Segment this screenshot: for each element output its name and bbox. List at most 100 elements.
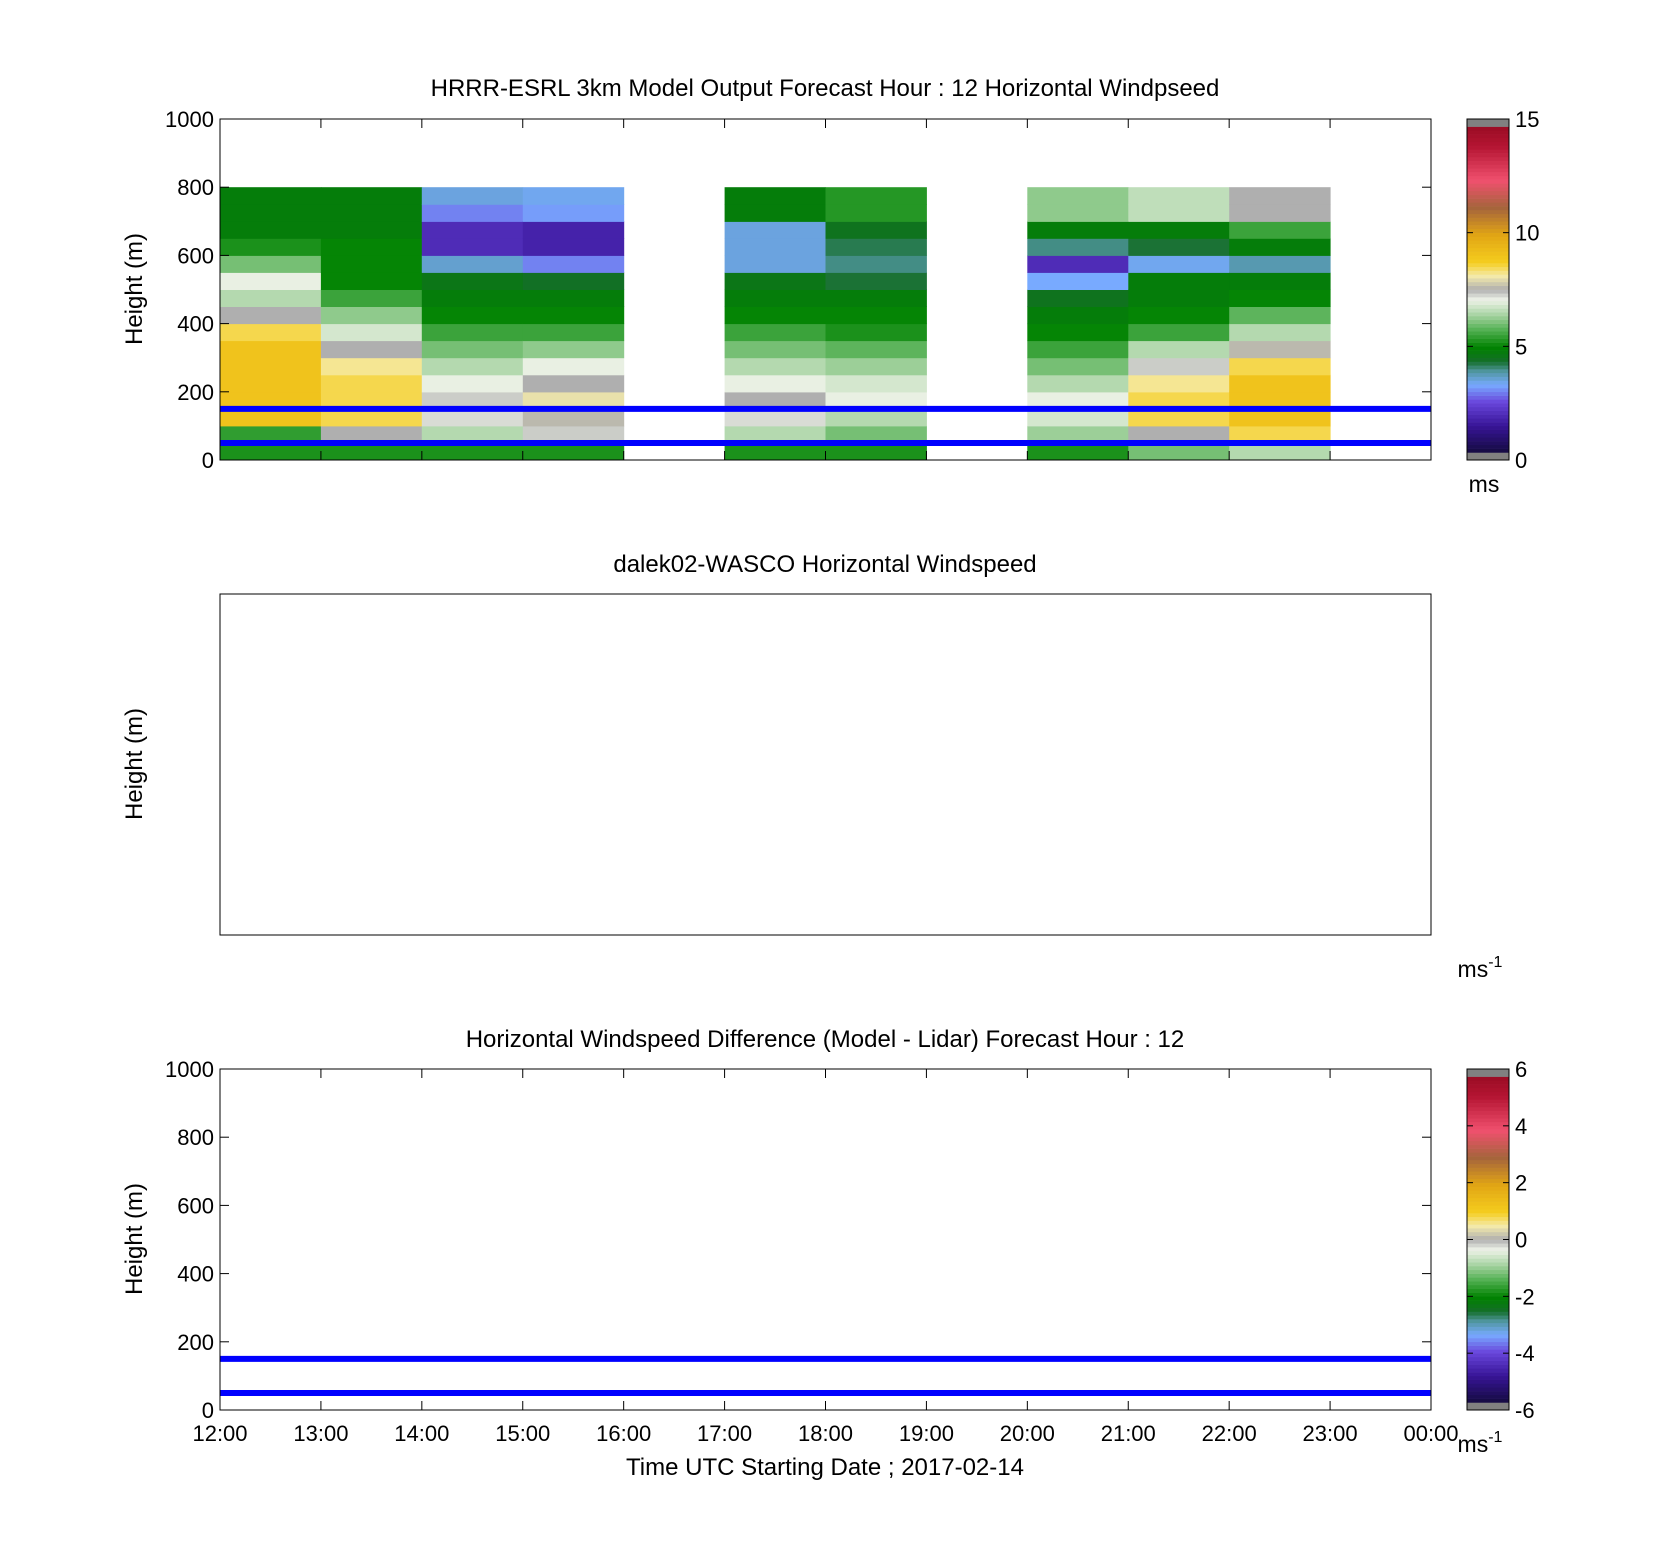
colorbar-segment (1467, 441, 1509, 446)
heatmap-cell (725, 1376, 826, 1385)
colorbar-segment (1467, 406, 1509, 412)
heatmap-cell (321, 1402, 422, 1411)
colorbar-segment (1467, 338, 1509, 343)
colorbar-segment (1467, 285, 1509, 290)
colorbar-segment (1467, 357, 1509, 362)
heatmap-cell (826, 1367, 927, 1376)
colorbar-segment (1467, 183, 1509, 188)
colorbar-segment (1467, 1277, 1509, 1282)
heatmap-cell (1027, 255, 1129, 273)
heatmap-cell (1229, 289, 1331, 307)
colorbar-segment (1467, 217, 1509, 222)
colorbar-segment (1467, 1118, 1509, 1123)
colorbar-segment (1467, 206, 1509, 211)
colorbar-segment (1467, 209, 1509, 215)
colorbar-segment (1467, 266, 1509, 271)
heatmap-cell (1128, 323, 1230, 342)
colorbar-segment (1467, 376, 1509, 381)
x-tick-label: 19:00 (899, 1421, 954, 1446)
y-tick-label: 400 (177, 1262, 214, 1287)
colorbar-segment (1467, 316, 1509, 321)
colorbar-segment (1467, 1231, 1509, 1237)
colorbar-segment (1467, 1106, 1509, 1111)
colorbar-segment (1467, 1375, 1509, 1380)
heatmap-cell (422, 1333, 523, 1342)
heatmap-cell (522, 221, 625, 239)
heatmap-cell (1128, 1367, 1229, 1376)
colorbar-segment (1467, 334, 1509, 340)
colorbar-tick-label: 0 (1515, 448, 1527, 473)
heatmap-cell (321, 1342, 422, 1351)
heatmap-cell (724, 340, 826, 359)
heatmap-cell (421, 204, 524, 222)
colorbar-segment (1467, 141, 1509, 146)
colorbar-segment (1467, 1345, 1509, 1350)
heatmap-cell (421, 306, 524, 325)
heatmap-cell (825, 374, 927, 393)
heatmap-cell (522, 238, 625, 256)
colorbar-tick-label: 0 (1515, 1228, 1527, 1253)
colorbar-segment (1467, 187, 1509, 192)
colorbar-segment (1467, 1326, 1509, 1331)
heatmap-cell (220, 323, 322, 342)
heatmap-cell (220, 1342, 321, 1351)
heatmap-cell (422, 1402, 523, 1411)
plot-frame (219, 593, 1432, 936)
colorbar-segment (1467, 1209, 1509, 1214)
colorbar-segment (1467, 1148, 1509, 1153)
heatmap-cell (725, 1308, 826, 1317)
heatmap-cell (421, 289, 524, 307)
heatmap-cell (421, 408, 524, 427)
x-tick-label: 18:00 (798, 1421, 853, 1446)
colorbar-segment (1467, 444, 1509, 449)
heatmap-cell (1128, 1308, 1229, 1317)
heatmap-cell (320, 255, 423, 273)
colorbar-segment (1467, 1129, 1509, 1134)
heatmap-cell (421, 374, 524, 393)
colorbar: -6 -4 -2 0 2 4 6 (1466, 1057, 1535, 1423)
panel-lidar-windspeed: dalek02-WASCO Horizontal Windspeed Heigh… (121, 551, 1535, 1446)
heatmap-cell (523, 1342, 624, 1351)
heatmap-cell (522, 391, 625, 410)
colorbar-segment (1467, 1069, 1509, 1074)
x-tick-label: 00:00 (1403, 1421, 1458, 1446)
colorbar-segment (1467, 221, 1509, 226)
heatmap-cell (725, 1274, 826, 1283)
heatmap-cell (826, 1325, 927, 1334)
colorbar-segment (1467, 1080, 1509, 1085)
heatmap-cell (1229, 1342, 1330, 1351)
heatmap-cell (725, 1333, 826, 1342)
colorbar-segment (1467, 225, 1509, 230)
heatmap-cell (826, 1308, 927, 1317)
colorbar-segment (1467, 425, 1509, 430)
heatmap-cell (1027, 425, 1129, 444)
heatmap-cell (320, 272, 423, 290)
heatmap-cell (523, 1402, 624, 1411)
colorbar-segment (1467, 1368, 1509, 1373)
colorbar-segment (1467, 433, 1509, 438)
colorbar-frame (1466, 118, 1510, 461)
heatmap-cell (1128, 1342, 1229, 1351)
colorbar-segment (1467, 448, 1509, 453)
colorbar-segment (1467, 1391, 1509, 1396)
colorbar-segment (1467, 304, 1509, 309)
colorbar-segment (1467, 1224, 1509, 1229)
heatmap-patch (1027, 1199, 1128, 1206)
y-tick-label: 1000 (165, 107, 214, 132)
colorbar-segment (1467, 1235, 1509, 1240)
colorbar-segment (1467, 251, 1509, 256)
heatmap-cell (522, 357, 625, 376)
colorbar-unit-text: ms (1458, 956, 1489, 982)
colorbar-segment (1467, 1322, 1509, 1327)
colorbar-segment (1467, 353, 1509, 358)
colorbar-segment (1467, 1239, 1509, 1244)
heatmap-cell (725, 1299, 826, 1308)
heatmap-cell (1128, 1402, 1229, 1411)
heatmap-cell (1128, 1316, 1229, 1325)
heatmap-cell (220, 255, 322, 273)
x-tick-label: 20:00 (1000, 1421, 1055, 1446)
colorbar-segment (1467, 1387, 1509, 1392)
colorbar-segment (1467, 361, 1509, 366)
heatmap-cell (320, 306, 423, 325)
y-axis-label: Height (m) (121, 1183, 148, 1295)
